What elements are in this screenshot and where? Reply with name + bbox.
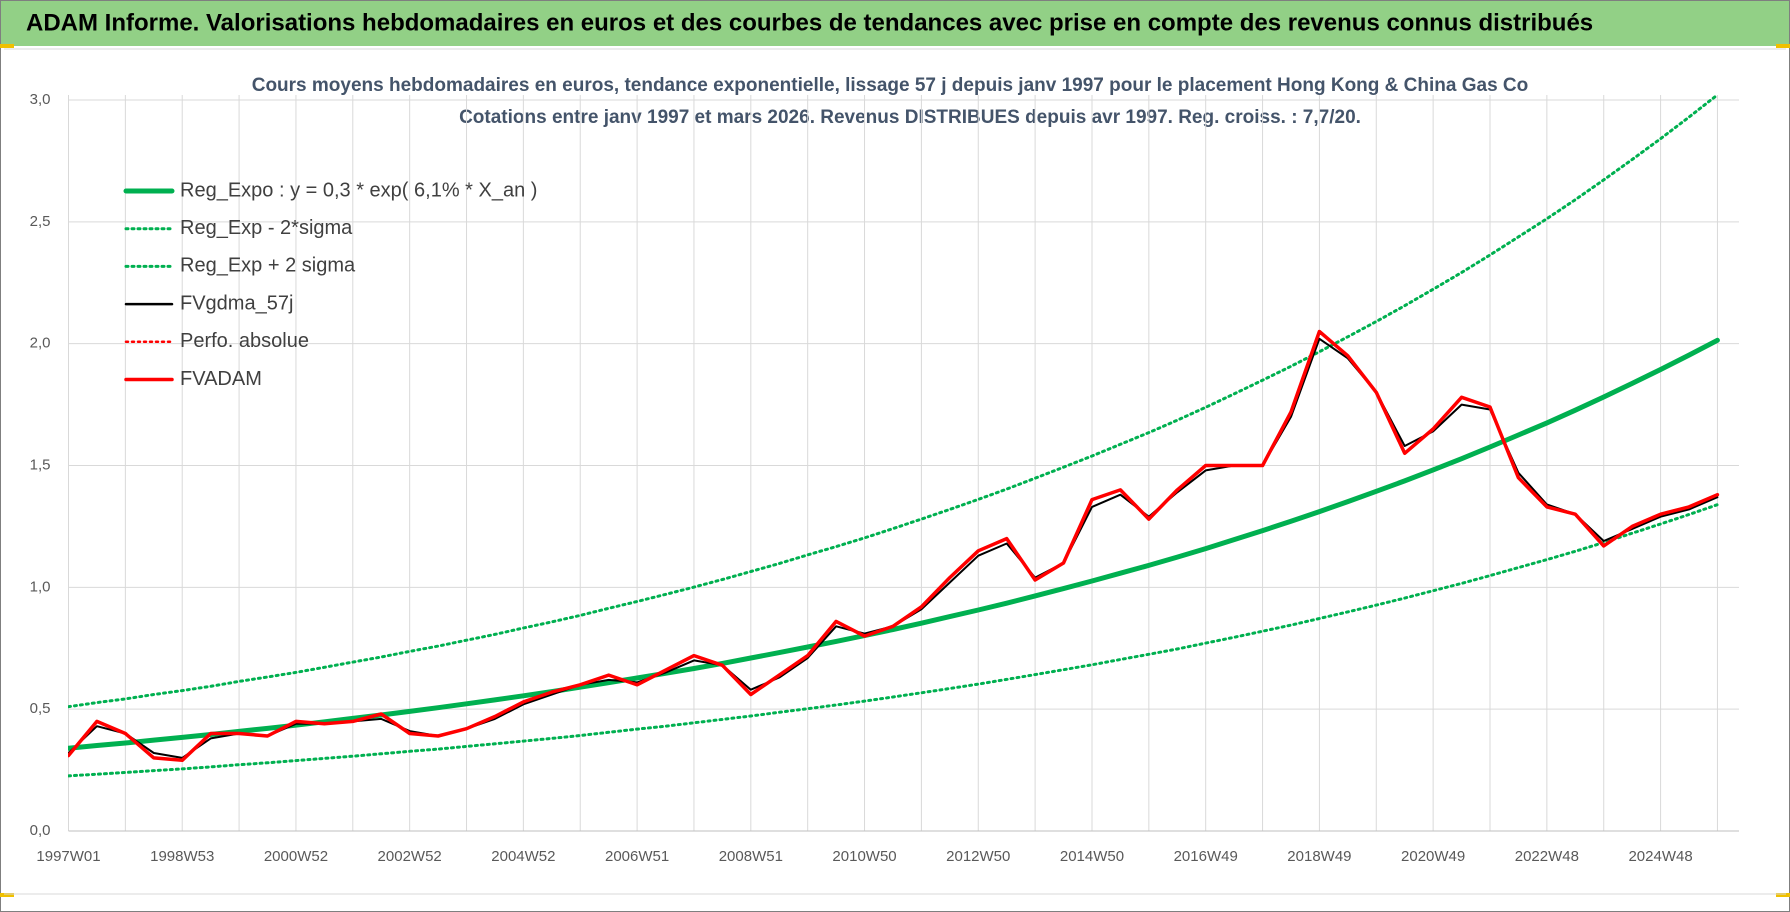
legend-label: Reg_Exp - 2*sigma	[180, 217, 353, 239]
x-tick-label: 1998W53	[150, 848, 214, 865]
x-tick-label: 1997W01	[36, 848, 100, 865]
y-tick-label: 2,0	[30, 335, 51, 352]
legend-label: Reg_Exp + 2 sigma	[180, 255, 356, 277]
x-tick-label: 2006W51	[605, 848, 669, 865]
x-tick-label: 2002W52	[378, 848, 442, 865]
y-tick-label: 2,5	[30, 213, 51, 230]
plot-area	[68, 95, 1720, 778]
y-tick-label: 0,5	[30, 700, 51, 717]
axis-labels: 0,0 0,5 1,0 1,5 2,0 2,5 3,0 1997W01 1998W53 2000W…	[30, 91, 1693, 865]
x-tick-label: 2012W50	[946, 848, 1010, 865]
corner-mark	[1776, 44, 1790, 48]
legend-label: Reg_Expo : y = 0,3 * exp( 6,1% * X_an )	[180, 179, 537, 201]
series-line	[68, 95, 1719, 709]
legend: Reg_Expo : y = 0,3 * exp( 6,1% * X_an ) R…	[123, 179, 537, 390]
legend-label: FVgdma_57j	[180, 292, 293, 314]
x-tick-label: 2018W49	[1287, 848, 1351, 865]
x-tick-label: 2016W49	[1174, 848, 1238, 865]
x-tick-label: 2008W51	[719, 848, 783, 865]
header-bar	[1, 1, 1789, 46]
y-tick-label: 1,0	[30, 578, 51, 595]
x-tick-label: 2010W50	[832, 848, 896, 865]
x-tick-label: 2024W48	[1628, 848, 1692, 865]
corner-mark	[0, 893, 14, 897]
x-tick-label: 2014W50	[1060, 848, 1124, 865]
corner-mark	[0, 44, 14, 48]
chart-subtitle: Cotations entre janv 1997 et mars 2026. …	[459, 107, 1361, 128]
x-tick-label: 2004W52	[491, 848, 555, 865]
x-tick-label: 2022W48	[1515, 848, 1579, 865]
x-tick-label: 2000W52	[264, 848, 328, 865]
y-tick-label: 0,0	[30, 822, 51, 839]
series-line	[68, 503, 1719, 778]
x-tick-label: 2020W49	[1401, 848, 1465, 865]
y-tick-label: 1,5	[30, 456, 51, 473]
page-title: ADAM Informe. Valorisations hebdomadaire…	[26, 9, 1593, 36]
y-tick-label: 3,0	[30, 91, 51, 108]
chart-title: Cours moyens hebdomadaires en euros, ten…	[252, 75, 1529, 96]
series-line	[68, 329, 1720, 763]
corner-mark	[1776, 893, 1790, 897]
legend-label: FVADAM	[180, 368, 262, 390]
series-line	[68, 337, 1720, 751]
legend-label: Perfo. absolue	[180, 330, 309, 352]
